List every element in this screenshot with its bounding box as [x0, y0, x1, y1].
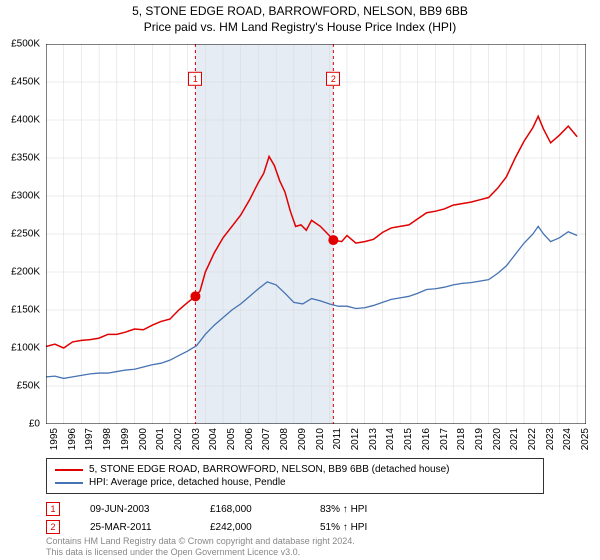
x-tick-label: 2012: [350, 428, 361, 450]
sale-date: 25-MAR-2011: [90, 522, 180, 533]
y-tick-label: £400K: [0, 115, 40, 126]
attribution-line2: This data is licensed under the Open Gov…: [46, 547, 355, 558]
x-tick-label: 2001: [155, 428, 166, 450]
x-tick-label: 2009: [297, 428, 308, 450]
x-tick-label: 2006: [244, 428, 255, 450]
x-tick-label: 2025: [580, 428, 591, 450]
x-tick-label: 2000: [138, 428, 149, 450]
x-tick-label: 1995: [49, 428, 60, 450]
y-tick-label: £450K: [0, 77, 40, 88]
chart-container: 5, STONE EDGE ROAD, BARROWFORD, NELSON, …: [0, 0, 600, 560]
legend-label: HPI: Average price, detached house, Pend…: [89, 477, 286, 488]
x-tick-label: 2007: [261, 428, 272, 450]
x-tick-label: 2008: [279, 428, 290, 450]
x-tick-label: 2010: [315, 428, 326, 450]
x-tick-label: 2013: [368, 428, 379, 450]
attribution-line1: Contains HM Land Registry data © Crown c…: [46, 536, 355, 547]
sales-table: 1 09-JUN-2003 £168,000 83% ↑ HPI 2 25-MAR-201…: [46, 500, 400, 536]
x-tick-label: 2018: [456, 428, 467, 450]
x-tick-label: 2014: [385, 428, 396, 450]
x-tick-label: 2004: [208, 428, 219, 450]
chart-svg: [46, 44, 586, 424]
event-marker: 2: [326, 71, 340, 85]
x-tick-label: 1996: [67, 428, 78, 450]
chart-title: 5, STONE EDGE ROAD, BARROWFORD, NELSON, …: [0, 0, 600, 18]
chart-area: £0£50K£100K£150K£200K£250K£300K£350K£400…: [46, 44, 586, 424]
sale-pct: 51% ↑ HPI: [320, 522, 400, 533]
x-tick-label: 2020: [492, 428, 503, 450]
x-tick-label: 2002: [173, 428, 184, 450]
x-tick-label: 2017: [439, 428, 450, 450]
x-tick-label: 1998: [102, 428, 113, 450]
y-tick-label: £500K: [0, 39, 40, 50]
event-marker: 1: [188, 71, 202, 85]
sale-marker: 1: [46, 502, 60, 516]
x-tick-label: 2022: [527, 428, 538, 450]
x-tick-label: 1999: [120, 428, 131, 450]
x-tick-label: 1997: [84, 428, 95, 450]
y-tick-label: £250K: [0, 229, 40, 240]
y-tick-label: £300K: [0, 191, 40, 202]
legend-row: HPI: Average price, detached house, Pend…: [55, 476, 535, 489]
legend-row: 5, STONE EDGE ROAD, BARROWFORD, NELSON, …: [55, 463, 535, 476]
x-tick-label: 2016: [421, 428, 432, 450]
y-tick-label: £0: [0, 419, 40, 430]
y-tick-label: £150K: [0, 305, 40, 316]
legend-label: 5, STONE EDGE ROAD, BARROWFORD, NELSON, …: [89, 464, 450, 475]
y-tick-label: £350K: [0, 153, 40, 164]
y-tick-label: £200K: [0, 267, 40, 278]
y-tick-label: £50K: [0, 381, 40, 392]
sale-row: 1 09-JUN-2003 £168,000 83% ↑ HPI: [46, 500, 400, 518]
legend-swatch: [55, 482, 83, 484]
attribution-text: Contains HM Land Registry data © Crown c…: [46, 536, 355, 558]
x-tick-label: 2021: [509, 428, 520, 450]
x-tick-label: 2005: [226, 428, 237, 450]
x-tick-label: 2011: [332, 428, 343, 450]
x-tick-label: 2003: [191, 428, 202, 450]
legend-swatch: [55, 469, 83, 471]
sale-marker: 2: [46, 520, 60, 534]
y-tick-label: £100K: [0, 343, 40, 354]
chart-subtitle: Price paid vs. HM Land Registry's House …: [0, 18, 600, 34]
x-tick-label: 2019: [474, 428, 485, 450]
x-tick-label: 2024: [562, 428, 573, 450]
sale-pct: 83% ↑ HPI: [320, 504, 400, 515]
sale-date: 09-JUN-2003: [90, 504, 180, 515]
sale-price: £168,000: [210, 504, 290, 515]
x-tick-label: 2023: [545, 428, 556, 450]
sale-row: 2 25-MAR-2011 £242,000 51% ↑ HPI: [46, 518, 400, 536]
sale-price: £242,000: [210, 522, 290, 533]
legend-box: 5, STONE EDGE ROAD, BARROWFORD, NELSON, …: [46, 458, 544, 494]
x-tick-label: 2015: [403, 428, 414, 450]
